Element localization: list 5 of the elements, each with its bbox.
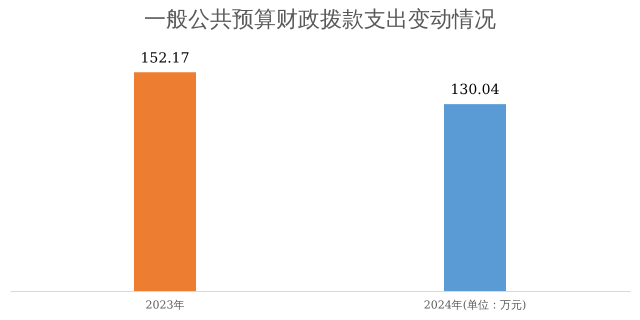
chart-title: 一般公共预算财政拨款支出变动情况 (144, 7, 496, 32)
data-label: 130.04 (450, 82, 500, 98)
data-label: 152.17 (140, 50, 190, 66)
x-tick-label: 2023年 (146, 298, 184, 312)
x-tick-label: 2024年(单位：万元) (424, 298, 526, 312)
